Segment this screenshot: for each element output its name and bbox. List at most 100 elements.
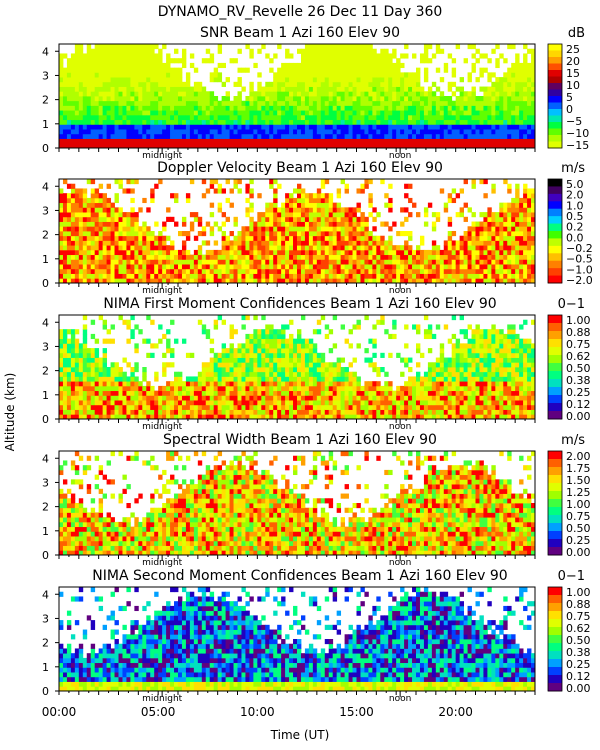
heatmap-cell bbox=[316, 216, 322, 222]
heatmap-cell bbox=[189, 390, 195, 396]
heatmap-cell bbox=[269, 143, 274, 149]
heatmap-cell bbox=[233, 268, 238, 274]
heatmap-cell bbox=[86, 110, 92, 116]
heatmap-cell bbox=[467, 249, 472, 256]
heatmap-cell bbox=[455, 212, 461, 218]
heatmap-cell bbox=[392, 119, 397, 125]
heatmap-cell bbox=[423, 143, 429, 149]
heatmap-cell bbox=[237, 96, 242, 102]
heatmap-cell bbox=[320, 273, 326, 279]
heatmap-cell bbox=[154, 376, 159, 382]
heatmap-cell bbox=[455, 268, 461, 274]
heatmap-cell bbox=[519, 67, 524, 73]
heatmap-cell bbox=[372, 133, 377, 139]
heatmap-cell bbox=[253, 110, 258, 116]
heatmap-cell bbox=[110, 371, 115, 377]
heatmap-cell bbox=[66, 343, 72, 349]
heatmap-cell bbox=[174, 254, 179, 260]
heatmap-cell bbox=[265, 81, 270, 87]
heatmap-cell bbox=[304, 53, 310, 59]
heatmap-cell bbox=[213, 268, 219, 274]
heatmap-cell bbox=[185, 114, 191, 121]
heatmap-cell bbox=[531, 129, 536, 135]
heatmap-cell bbox=[435, 96, 441, 102]
heatmap-cell bbox=[106, 48, 111, 54]
heatmap-cell bbox=[162, 414, 167, 420]
heatmap-cell bbox=[130, 273, 135, 279]
heatmap-cell bbox=[181, 381, 187, 387]
heatmap-cell bbox=[78, 249, 84, 256]
heatmap-cell bbox=[289, 278, 294, 284]
heatmap-cell bbox=[205, 404, 211, 410]
heatmap-cell bbox=[344, 273, 349, 279]
heatmap-cell bbox=[162, 240, 167, 246]
heatmap-cell bbox=[273, 193, 278, 199]
heatmap-cell bbox=[197, 371, 203, 377]
heatmap-cell bbox=[423, 53, 429, 59]
heatmap-cell bbox=[90, 77, 96, 83]
heatmap-cell bbox=[352, 278, 357, 284]
heatmap-cell bbox=[511, 77, 516, 83]
heatmap-cell bbox=[285, 226, 290, 232]
heatmap-cell bbox=[499, 231, 504, 237]
heatmap-cell bbox=[368, 245, 373, 251]
heatmap-cell bbox=[531, 53, 536, 59]
heatmap-cell bbox=[388, 264, 393, 270]
heatmap-cell bbox=[205, 264, 211, 270]
heatmap-cell bbox=[70, 105, 76, 111]
heatmap-cell bbox=[241, 278, 246, 284]
heatmap-cell bbox=[130, 240, 135, 246]
heatmap-cell bbox=[308, 240, 314, 246]
heatmap-cell bbox=[70, 381, 76, 387]
heatmap-cell bbox=[134, 67, 139, 73]
heatmap-cell bbox=[126, 268, 131, 274]
heatmap-cell bbox=[217, 404, 223, 410]
heatmap-cell bbox=[336, 264, 342, 270]
heatmap-cell bbox=[237, 133, 242, 139]
heatmap-cell bbox=[59, 333, 64, 340]
heatmap-cell bbox=[340, 216, 345, 222]
heatmap-cell bbox=[483, 133, 488, 139]
heatmap-cell bbox=[443, 202, 449, 208]
heatmap-cell bbox=[423, 77, 429, 83]
heatmap-cell bbox=[368, 197, 373, 204]
heatmap-cell bbox=[102, 138, 107, 144]
heatmap-cell bbox=[102, 324, 107, 330]
heatmap-cell bbox=[253, 357, 258, 363]
heatmap-cell bbox=[178, 414, 183, 420]
heatmap-cell bbox=[70, 329, 76, 335]
heatmap-cell bbox=[483, 278, 488, 284]
heatmap-cell bbox=[98, 409, 104, 415]
heatmap-cell bbox=[388, 183, 393, 189]
heatmap-cell bbox=[237, 245, 242, 251]
heatmap-cell bbox=[495, 259, 500, 265]
heatmap-cell bbox=[372, 124, 377, 130]
heatmap-cell bbox=[134, 414, 139, 420]
heatmap-cell bbox=[162, 371, 167, 377]
heatmap-cell bbox=[408, 197, 413, 204]
heatmap-cell bbox=[146, 395, 151, 401]
heatmap-cell bbox=[70, 264, 76, 270]
heatmap-cell bbox=[293, 105, 298, 111]
heatmap-cell bbox=[154, 183, 159, 189]
heatmap-cell bbox=[511, 72, 516, 78]
heatmap-cell bbox=[237, 404, 242, 410]
heatmap-cell bbox=[352, 273, 357, 279]
heatmap-cell bbox=[110, 414, 115, 420]
colorbar-swatch bbox=[548, 96, 562, 103]
heatmap-cell bbox=[261, 367, 266, 373]
heatmap-cell bbox=[348, 207, 353, 213]
heatmap-cell bbox=[166, 72, 171, 78]
heatmap-cell bbox=[142, 44, 147, 50]
heatmap-cell bbox=[110, 100, 115, 106]
heatmap-cell bbox=[515, 259, 520, 265]
heatmap-cell bbox=[336, 119, 342, 125]
heatmap-cell bbox=[471, 278, 476, 284]
heatmap-cell bbox=[507, 114, 512, 121]
heatmap-cell bbox=[217, 188, 223, 194]
heatmap-cell bbox=[126, 240, 131, 246]
heatmap-cell bbox=[324, 138, 330, 144]
heatmap-cell bbox=[229, 278, 234, 284]
heatmap-cell bbox=[507, 226, 512, 232]
heatmap-cell bbox=[138, 119, 143, 125]
